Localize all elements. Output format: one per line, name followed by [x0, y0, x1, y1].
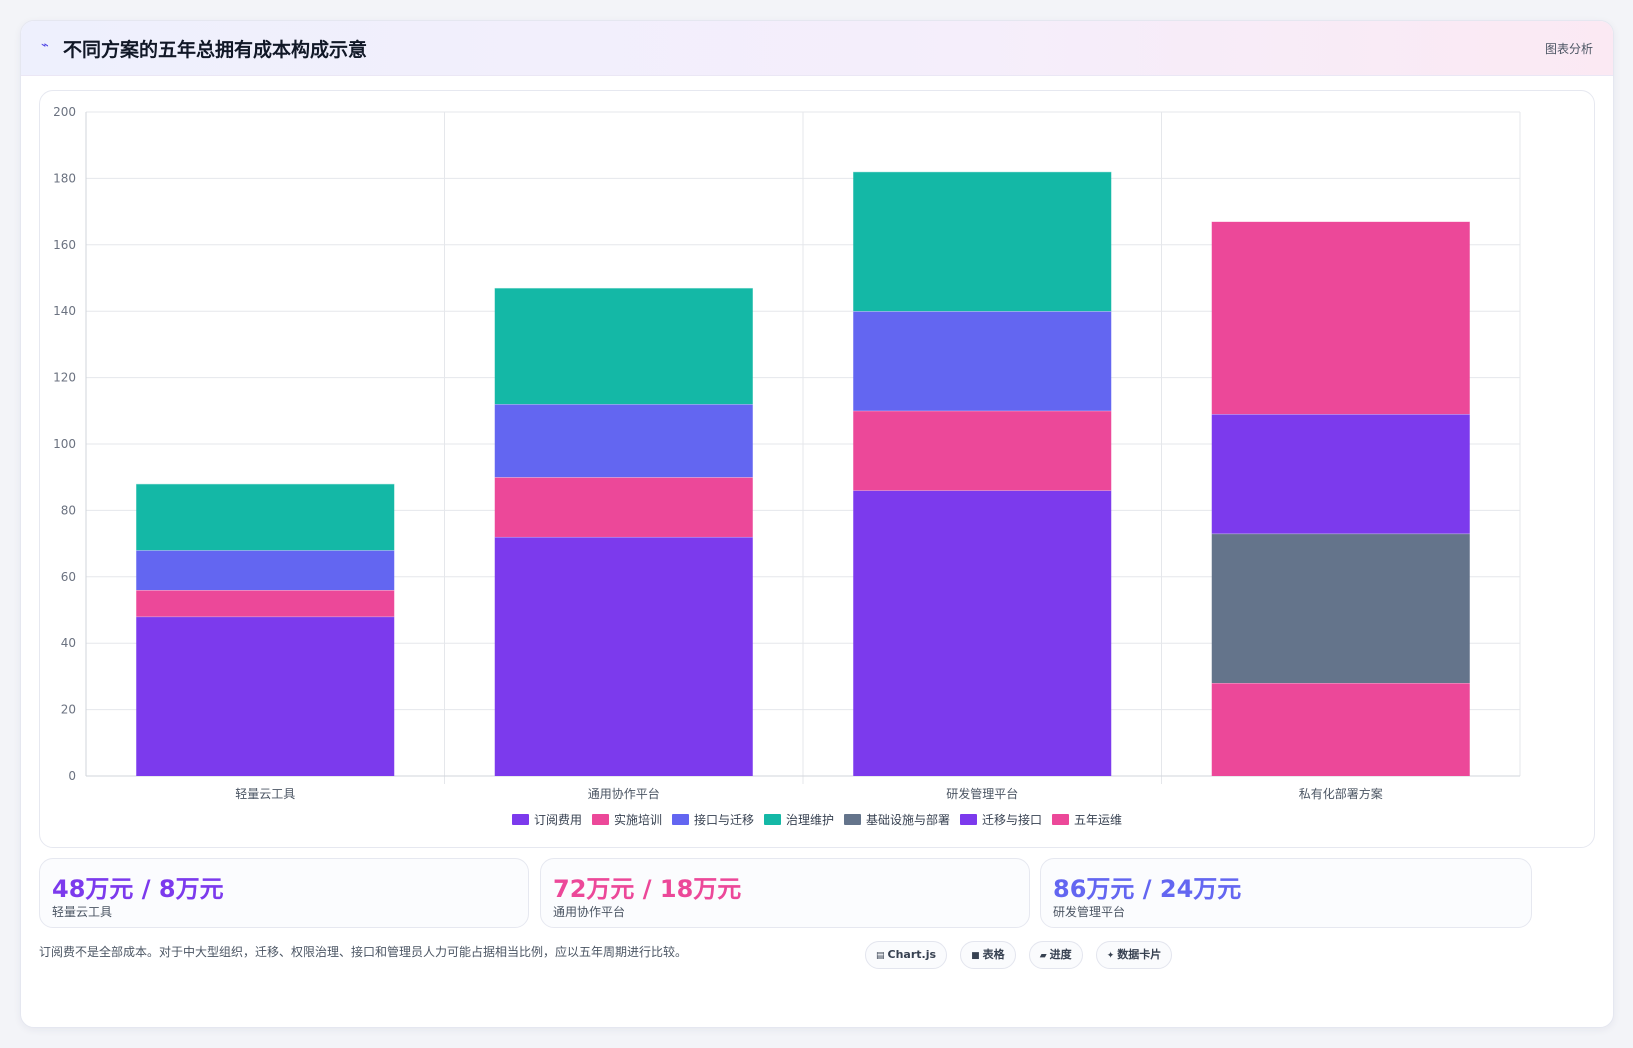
- y-tick-label: 80: [61, 503, 76, 517]
- legend-item[interactable]: 治理维护: [763, 811, 834, 828]
- legend-item[interactable]: 迁移与接口: [960, 811, 1042, 828]
- stat-value: 48万元 / 8万元: [52, 875, 224, 903]
- legend-item[interactable]: 实施培训: [591, 811, 662, 828]
- y-tick-label: 20: [61, 703, 76, 717]
- legend-swatch: [591, 814, 609, 825]
- bar-segment: [1211, 414, 1470, 534]
- bar-segment: [1211, 221, 1470, 415]
- y-tick-label: 120: [53, 371, 76, 385]
- footnote: 订阅费不是全部成本。对于中大型组织，迁移、权限治理、接口和管理员人力可能占据相当…: [39, 945, 688, 959]
- legend-label: 接口与迁移: [693, 813, 754, 827]
- page-title: 不同方案的五年总拥有成本构成示意: [63, 39, 368, 61]
- pill-label: 数据卡片: [1117, 948, 1162, 961]
- y-tick-label: 180: [53, 171, 76, 185]
- x-tick-label: 通用协作平台: [588, 786, 660, 801]
- table-icon: ■: [971, 951, 980, 961]
- legend-label: 基础设施与部署: [866, 813, 951, 827]
- y-tick-label: 0: [68, 769, 76, 783]
- x-tick-label: 研发管理平台: [946, 786, 1018, 801]
- y-tick-label: 40: [61, 636, 76, 650]
- bar-segment: [136, 550, 395, 591]
- pill-label: Chart.js: [887, 948, 937, 961]
- header-tag: 图表分析: [1544, 42, 1593, 56]
- pill-label: 进度: [1049, 948, 1072, 961]
- chart-icon: ▤: [876, 951, 885, 961]
- bar-segment: [136, 616, 395, 776]
- legend-label: 治理维护: [785, 813, 834, 827]
- stat-label: 研发管理平台: [1053, 905, 1126, 919]
- y-tick-label: 100: [53, 437, 76, 451]
- bar-segment: [494, 477, 753, 537]
- legend-swatch: [1052, 814, 1070, 825]
- legend-swatch: [960, 814, 978, 825]
- bar-segment: [853, 410, 1112, 491]
- legend-label: 订阅费用: [533, 813, 582, 827]
- feature-pills: ▤ Chart.js ■ 表格 ▰ 进度 ✦ 数据卡片: [865, 941, 1180, 969]
- bar-segment: [494, 287, 753, 405]
- chart-legend: 订阅费用 实施培训 接口与迁移 治理维护 基础设施与部署 迁移与接口 五年运维: [40, 811, 1594, 828]
- bar-segment: [494, 536, 753, 776]
- chart-container: 0 20 40 60 80 100 120 140 160 180 200 轻量云工具 通用协作平台 研发…: [39, 90, 1595, 848]
- legend-item[interactable]: 订阅费用: [511, 811, 582, 828]
- y-tick-label: 60: [61, 570, 76, 584]
- y-tick-label: 160: [53, 238, 76, 252]
- y-tick-label: 200: [53, 105, 76, 119]
- pill-table[interactable]: ■ 表格: [960, 941, 1016, 969]
- pill-progress[interactable]: ▰ 进度: [1028, 941, 1083, 969]
- stat-value: 72万元 / 18万元: [553, 875, 742, 903]
- stat-card-2: 72万元 / 18万元 通用协作平台: [540, 858, 1030, 928]
- bar-segment: [494, 404, 753, 478]
- card-header: ⌁ 不同方案的五年总拥有成本构成示意 图表分析: [21, 21, 1613, 76]
- bar-segment: [1211, 533, 1470, 684]
- bar-segment: [853, 490, 1112, 776]
- legend-swatch: [763, 814, 781, 825]
- legend-swatch: [511, 814, 529, 825]
- y-tick-label: 140: [53, 304, 76, 318]
- stat-value: 86万元 / 24万元: [1053, 875, 1242, 903]
- pill-chartjs[interactable]: ▤ Chart.js: [865, 941, 948, 969]
- pill-data-card[interactable]: ✦ 数据卡片: [1095, 941, 1173, 969]
- bar-segment: [853, 171, 1112, 312]
- trend-icon: ⌁: [41, 38, 49, 53]
- legend-label: 实施培训: [613, 813, 662, 827]
- progress-icon: ▰: [1039, 951, 1047, 961]
- stat-card-3: 86万元 / 24万元 研发管理平台: [1040, 858, 1532, 928]
- legend-swatch: [671, 814, 689, 825]
- stat-label: 通用协作平台: [553, 905, 626, 919]
- legend-label: 迁移与接口: [982, 813, 1043, 827]
- chart-card: ⌁ 不同方案的五年总拥有成本构成示意 图表分析 0 20 40 60 80 100 120 1…: [20, 20, 1614, 1028]
- bar-segment: [136, 483, 395, 551]
- legend-label: 五年运维: [1074, 813, 1123, 827]
- x-tick-label: 轻量云工具: [235, 787, 295, 801]
- stat-label: 轻量云工具: [52, 905, 113, 919]
- sparkle-icon: ✦: [1106, 951, 1115, 961]
- legend-item[interactable]: 基础设施与部署: [844, 811, 950, 828]
- bar-segment: [853, 311, 1112, 411]
- stacked-bar-chart: 0 20 40 60 80 100 120 140 160 180 200 轻量云工具 通用协作平台 研发…: [53, 105, 1521, 801]
- legend-item[interactable]: 接口与迁移: [671, 811, 754, 828]
- legend-swatch: [844, 814, 861, 825]
- stat-card-1: 48万元 / 8万元 轻量云工具: [39, 858, 529, 928]
- x-tick-label: 私有化部署方案: [1299, 786, 1383, 801]
- bar-segment: [136, 590, 395, 617]
- pill-label: 表格: [982, 948, 1005, 961]
- legend-item[interactable]: 五年运维: [1052, 811, 1122, 828]
- bar-segment: [1211, 683, 1470, 776]
